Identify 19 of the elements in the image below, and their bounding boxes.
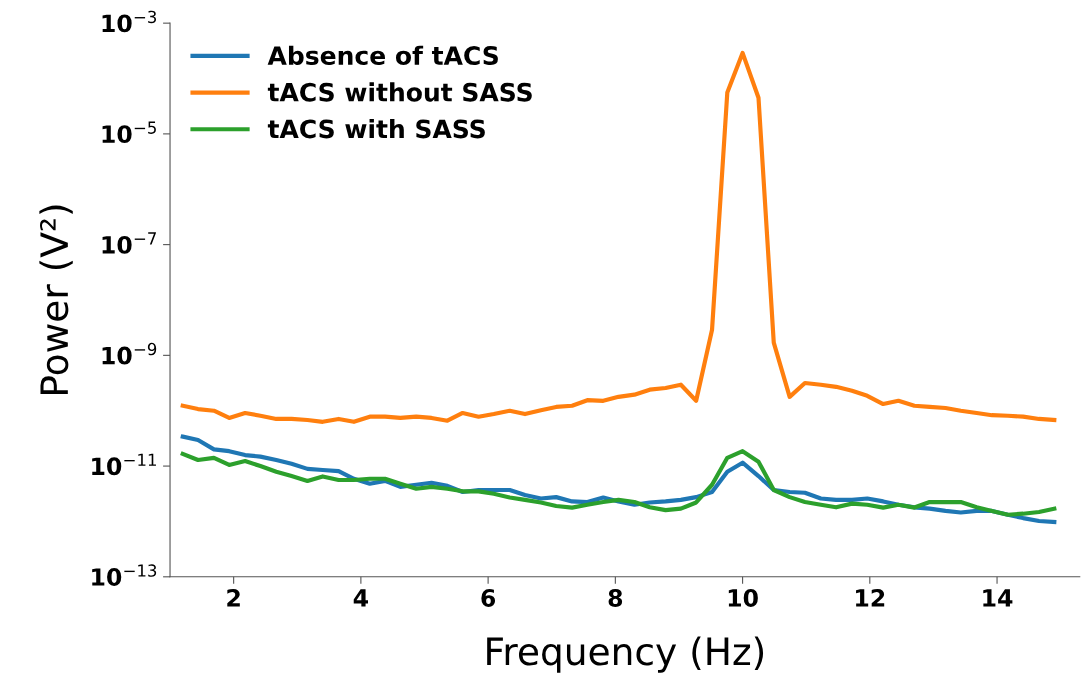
x-tick-label: 12 [856, 589, 885, 607]
x-tick-label: 8 [608, 589, 623, 607]
legend-label: tACS without SASS [267, 82, 532, 102]
y-tick-label: 10$^{−5}$ [102, 121, 156, 144]
legend-label: Absence of tACS [267, 45, 498, 66]
y-tick-label: 10$^{−13}$ [92, 564, 157, 586]
x-tick-label: 2 [227, 589, 240, 607]
y-tick-label: 10$^{−9}$ [102, 342, 157, 365]
line-series [180, 449, 1057, 517]
y-axis-title: Power (V²) [39, 205, 73, 394]
y-tick-label: 10$^{−11}$ [92, 453, 156, 476]
x-tick-label: 14 [983, 589, 1013, 607]
x-tick-label: 10 [728, 589, 758, 607]
x-tick-label: 6 [481, 589, 496, 607]
y-tick-label: 10$^{−3}$ [102, 10, 157, 33]
x-tick-label: 4 [353, 589, 369, 607]
legend-label: tACS with SASS [267, 119, 485, 139]
x-axis-title: Frequency (Hz) [487, 636, 764, 673]
y-tick-label: 10$^{−7}$ [102, 232, 156, 254]
